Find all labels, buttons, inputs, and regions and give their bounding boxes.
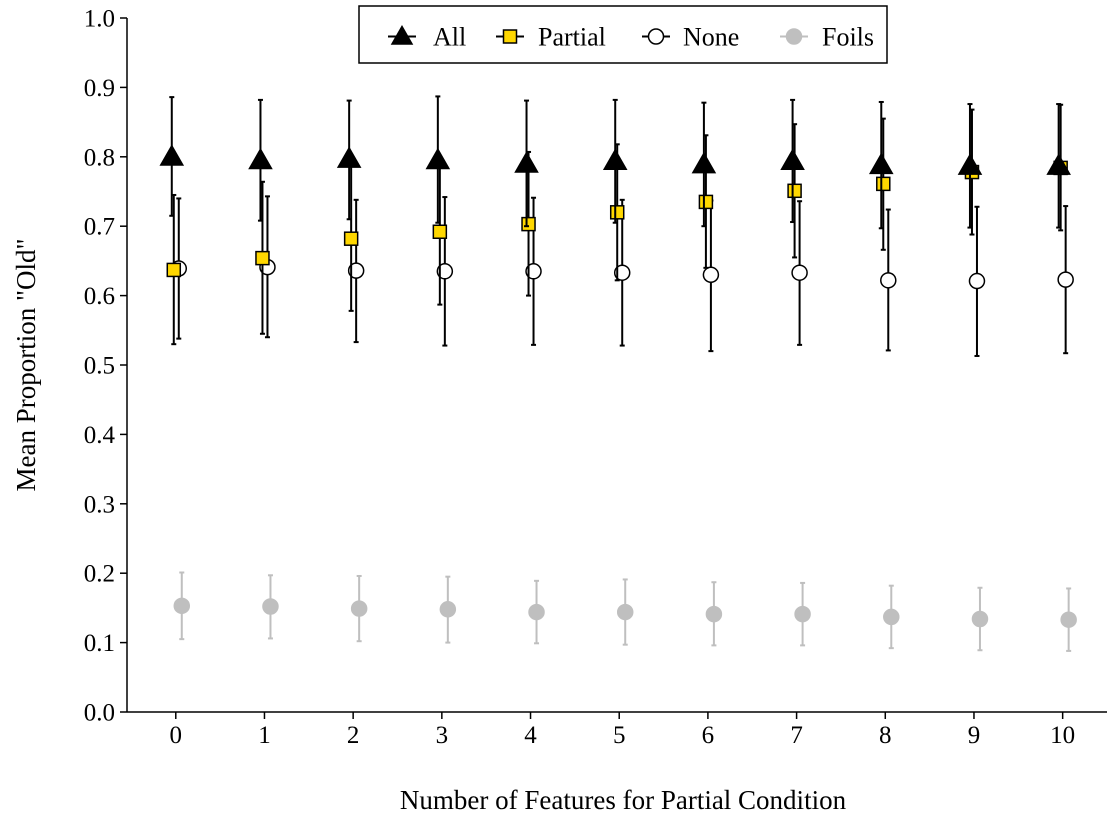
series-partial — [166, 103, 1068, 346]
series-none — [170, 195, 1074, 357]
legend-label-foils: Foils — [822, 23, 874, 52]
point-partial — [521, 216, 536, 232]
point-all — [159, 144, 185, 166]
y-tick-label: 0.2 — [84, 561, 115, 588]
point-all — [514, 151, 539, 173]
y-tick-label: 0.4 — [84, 422, 116, 449]
point-foils — [883, 608, 900, 626]
point-partial — [609, 205, 625, 220]
point-foils — [350, 600, 368, 617]
plot-area — [159, 95, 1077, 652]
legend: All Partial None Foils — [358, 5, 888, 64]
y-tick-label: 0.6 — [84, 283, 115, 310]
point-partial — [787, 183, 802, 199]
x-tick-label: 4 — [524, 722, 537, 749]
point-partial — [698, 194, 714, 210]
point-foils — [528, 603, 545, 621]
point-partial — [876, 176, 891, 192]
point-foils — [173, 597, 191, 615]
x-tick-label: 0 — [170, 722, 183, 749]
point-foils — [439, 601, 457, 618]
y-tick-label: 0.8 — [84, 144, 115, 171]
y-tick-label: 1.0 — [84, 6, 115, 33]
point-foils — [262, 598, 279, 615]
point-partial — [166, 262, 182, 278]
legend-marker-none — [647, 28, 665, 45]
point-foils — [971, 610, 989, 628]
point-none — [347, 262, 365, 279]
legend-marker-all — [390, 24, 414, 45]
x-tick-label: 8 — [879, 722, 892, 749]
point-all — [868, 152, 894, 175]
point-all — [691, 151, 717, 174]
y-tick-label: 0.0 — [84, 700, 115, 727]
x-tick-label: 3 — [436, 722, 449, 749]
point-none — [702, 266, 720, 284]
point-foils — [794, 605, 811, 623]
legend-marker-foils — [785, 28, 803, 45]
point-none — [436, 263, 454, 280]
point-none — [880, 272, 897, 289]
point-foils — [705, 605, 723, 623]
x-tick-label: 1 — [258, 722, 271, 749]
y-axis-label: Mean Proportion "Old" — [11, 238, 41, 491]
point-all — [336, 146, 362, 168]
point-partial — [432, 224, 448, 240]
x-tick-label: 7 — [790, 722, 803, 749]
ticks: 0.0 0.1 0.2 0.3 0.4 0.5 0.6 0.7 0.8 0.9 1.0 0 1 2 3 4 5 6… — [84, 6, 1075, 750]
legend-label-none: None — [683, 23, 739, 52]
point-none — [613, 264, 631, 281]
series-all — [159, 95, 1071, 230]
point-none — [1057, 271, 1074, 288]
point-none — [968, 272, 986, 290]
point-partial — [343, 231, 359, 246]
y-tick-label: 0.7 — [84, 214, 115, 241]
legend-label-partial: Partial — [538, 23, 606, 52]
x-tick-label: 2 — [347, 722, 360, 749]
point-partial — [255, 250, 270, 266]
x-tick-label: 10 — [1050, 722, 1075, 749]
point-all — [425, 147, 451, 170]
legend-label-all: All — [433, 23, 466, 52]
point-all — [248, 147, 273, 170]
x-tick-label: 6 — [702, 722, 715, 749]
point-all — [1046, 153, 1071, 175]
point-all — [780, 148, 805, 170]
x-axis-label: Number of Features for Partial Condition — [400, 785, 847, 813]
y-tick-label: 0.9 — [84, 75, 115, 102]
x-tick-label: 5 — [613, 722, 626, 749]
x-tick-label: 9 — [968, 722, 981, 749]
point-foils — [616, 603, 634, 621]
point-all — [602, 148, 628, 170]
point-all — [957, 153, 983, 175]
series-foils — [173, 571, 1077, 652]
y-tick-label: 0.5 — [84, 353, 115, 380]
point-none — [525, 263, 542, 280]
point-foils — [1060, 611, 1077, 628]
point-none — [791, 264, 808, 281]
y-tick-label: 0.1 — [84, 630, 115, 657]
y-tick-label: 0.3 — [84, 491, 115, 518]
legend-marker-partial — [502, 29, 518, 44]
